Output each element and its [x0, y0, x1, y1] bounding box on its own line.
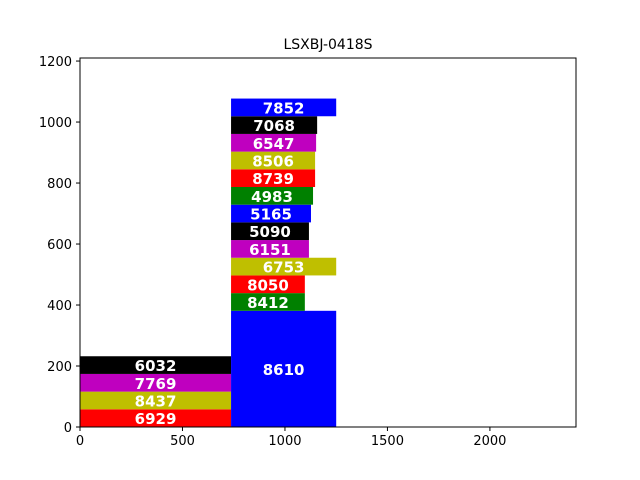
x-tick-label-1: 500 [170, 434, 195, 449]
bar-8 [231, 240, 309, 258]
bar-label-3: 6032 [135, 357, 177, 375]
y-tick-label-4: 800 [47, 177, 72, 192]
bar-16 [231, 98, 337, 117]
bar-1 [80, 391, 232, 410]
bar-11 [231, 186, 314, 205]
bar-label-15: 7068 [253, 117, 295, 135]
x-tick-label-2: 1000 [268, 434, 301, 449]
bars-group [80, 98, 337, 427]
bar-7 [231, 257, 337, 276]
bar-label-4: 8610 [263, 361, 305, 379]
bar-label-14: 6547 [253, 135, 295, 153]
bar-label-16: 7852 [263, 99, 305, 117]
bar-label-11: 4983 [251, 188, 293, 206]
bar-12 [231, 169, 316, 187]
y-tick-label-2: 400 [47, 299, 72, 314]
bar-0 [80, 409, 232, 427]
x-tick-label-3: 1500 [371, 434, 404, 449]
bar-9 [231, 222, 309, 241]
bar-label-9: 5090 [249, 223, 291, 241]
bar-label-8: 6151 [249, 241, 291, 259]
bar-13 [231, 151, 316, 170]
bar-label-2: 7769 [135, 375, 177, 393]
y-tick-label-6: 1200 [39, 55, 72, 70]
x-axis: 0 500 1000 1500 2000 [76, 427, 506, 449]
bar-4 [231, 310, 337, 427]
y-axis: 0 200 400 600 800 1000 1200 [39, 55, 80, 436]
y-tick-label-0: 0 [64, 421, 72, 436]
bar-5 [231, 293, 305, 311]
bar-10 [231, 204, 311, 223]
plot-frame [79, 57, 577, 428]
bar-6 [231, 275, 305, 294]
bar-label-7: 6753 [263, 259, 305, 277]
bar-label-6: 8050 [247, 276, 289, 294]
bar-label-5: 8412 [247, 294, 289, 312]
y-tick-label-3: 600 [47, 238, 72, 253]
bar-label-10: 5165 [250, 206, 292, 224]
bar-label-0: 6929 [135, 410, 177, 428]
bar-label-12: 8739 [252, 170, 294, 188]
x-tick-label-0: 0 [76, 434, 84, 449]
bar-15 [231, 116, 318, 134]
bar-label-13: 8506 [252, 152, 294, 170]
y-tick-label-1: 200 [47, 360, 72, 375]
bar-2 [80, 373, 232, 392]
chart-title: LSXBJ-0418S [283, 37, 372, 53]
bar-label-1: 8437 [135, 392, 177, 410]
bar-14 [231, 133, 317, 152]
x-tick-label-4: 2000 [473, 434, 506, 449]
bar-3 [80, 356, 232, 374]
y-tick-label-5: 1000 [39, 116, 72, 131]
